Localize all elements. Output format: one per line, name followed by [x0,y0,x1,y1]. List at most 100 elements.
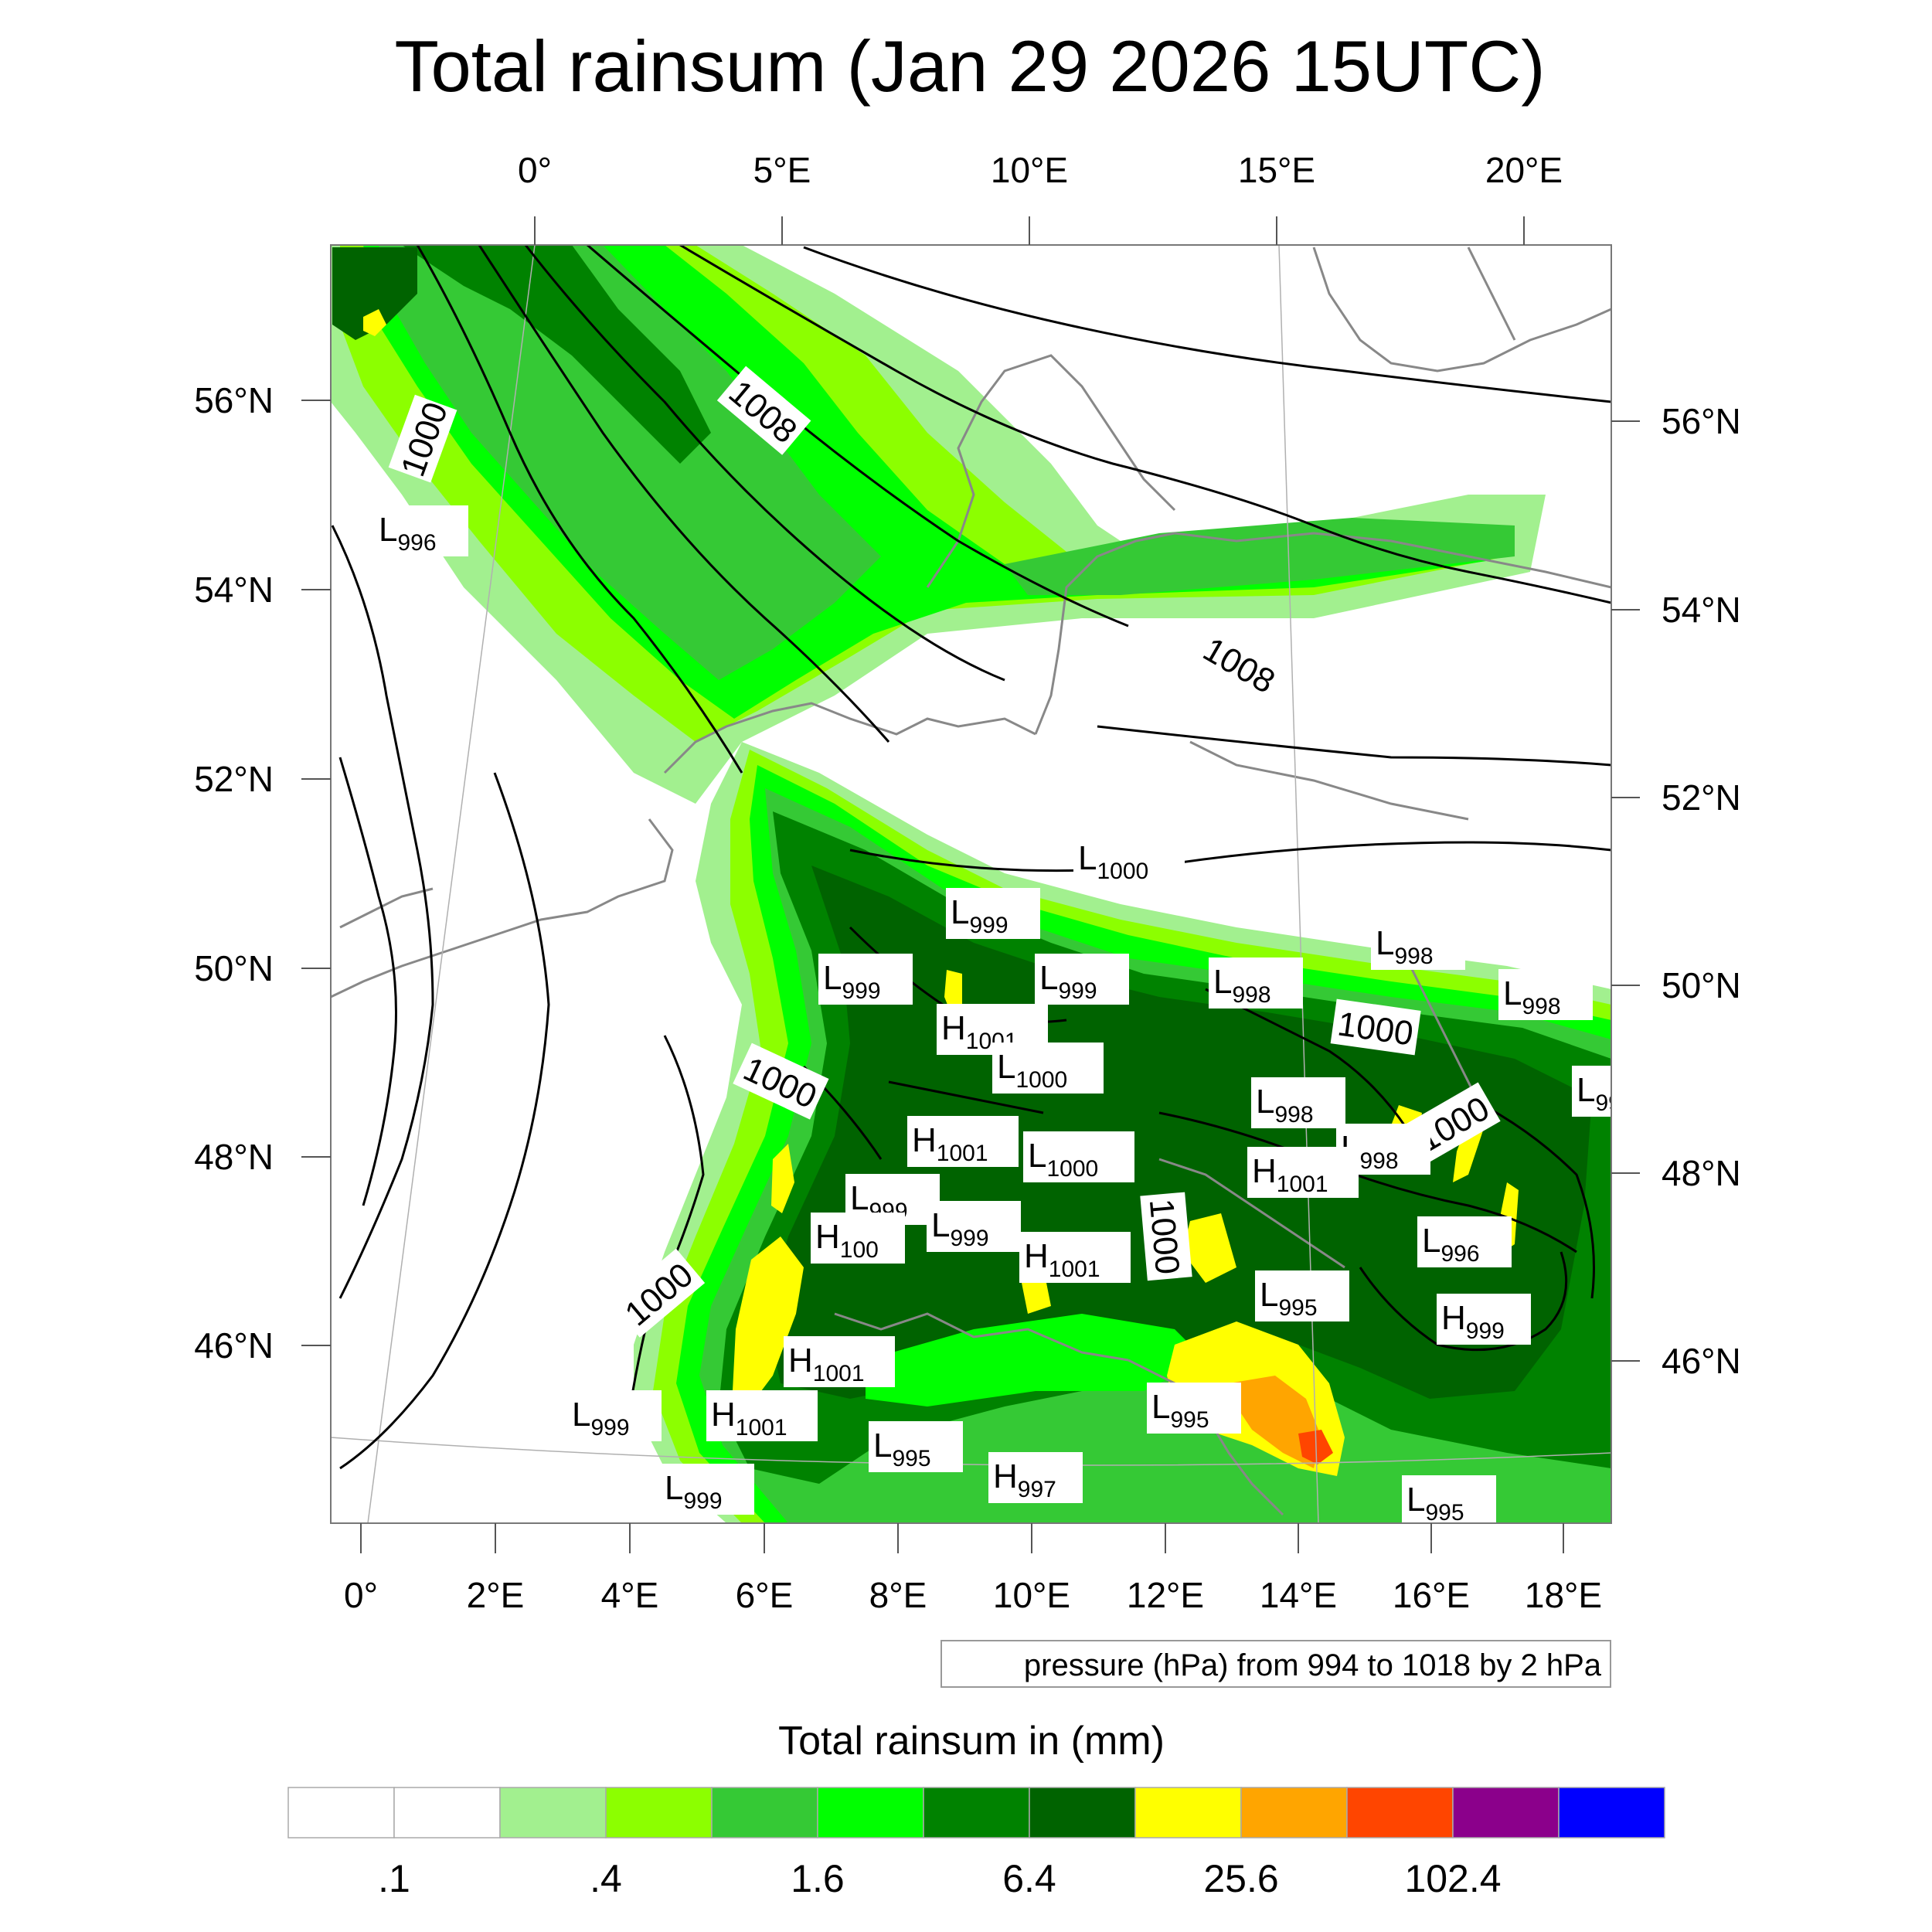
lon-label: 0° [344,1575,378,1615]
pressure-center-label: L999 [567,1390,662,1441]
rain-core-west-alps [733,1236,804,1406]
colorbar [287,1787,1665,1838]
pressure-center-label: L998 [1251,1077,1345,1128]
rain-band-baltic [1005,518,1515,595]
figure-title: Total rainsum (Jan 29 2026 15UTC) [394,26,1545,107]
rain-core-eastern-alps [1182,1213,1236,1283]
svg-text:L998: L998 [1256,1083,1314,1128]
colorbar-tick-label: 1.6 [791,1857,845,1900]
pressure-center-label: L1000 [1023,1131,1134,1182]
colorbar-tick-label: 25.6 [1203,1857,1278,1900]
rain-core-carpathian [1453,1121,1484,1182]
colorbar-bin [711,1787,818,1838]
lon-label: 8°E [869,1575,927,1615]
left-latitude-labels: 56°N 54°N 52°N 50°N 48°N 46°N [194,380,274,1366]
pressure-center-label: H997 [988,1452,1083,1503]
lon-label: 15°E [1238,150,1315,190]
colorbar-bin [1558,1787,1665,1838]
lat-label: 52°N [194,759,274,799]
lat-label: 46°N [1662,1341,1741,1381]
lat-label: 54°N [1662,590,1741,630]
colorbar-bin [1134,1787,1242,1838]
rain-core-adriatic-orange [1229,1376,1321,1468]
lon-label: 10°E [993,1575,1070,1615]
pressure-center-label: L999 [1035,954,1129,1005]
colorbar-bin [287,1787,395,1838]
pressure-center-label: L998 [1209,957,1303,1009]
colorbar-bin [1452,1787,1560,1838]
colorbar-tick-label: .4 [590,1857,622,1900]
pressure-center-label: L998 [1498,969,1593,1020]
lon-label: 12°E [1127,1575,1204,1615]
pressure-center-label: H1001 [1247,1147,1359,1198]
legend-title: Total rainsum in (mm) [778,1719,1165,1764]
colorbar-bin [499,1787,607,1838]
pressure-center-label: L999 [845,1174,940,1225]
pressure-center-label: L995 [1402,1475,1496,1523]
lat-label: 48°N [194,1137,274,1177]
rain-area-main-darker [765,866,1592,1399]
pressure-center-label: L999 [946,888,1040,939]
lat-label: 54°N [194,570,274,610]
pressure-center-label: H1001 [1019,1232,1131,1283]
lon-label: 10°E [991,150,1068,190]
lat-label: 56°N [194,380,274,420]
pressure-note-text: pressure (hPa) from 994 to 1018 by 2 hPa [1024,1648,1602,1682]
rain-band-north-darker [332,247,417,340]
colorbar-bin [1240,1787,1348,1838]
pressure-center-label: H1001 [706,1390,818,1441]
pressure-center-label: L998 [1371,919,1465,970]
lat-label: 48°N [1662,1153,1741,1193]
colorbar-bin [817,1787,924,1838]
colorbar-tick-label: 6.4 [1002,1857,1056,1900]
colorbar-tick-label: 102.4 [1404,1857,1501,1900]
colorbar-bin [605,1787,713,1838]
svg-text:L999: L999 [951,893,1009,938]
rain-band-north-dark [402,245,711,464]
lat-label: 50°N [1662,965,1741,1005]
colorbar-legend: Total rainsum in (mm) .1 .4 1.6 6.4 25.6 102.… [287,1719,1665,1900]
pressure-center-label: L999 [927,1201,1021,1252]
pressure-center-label: L999 [818,954,913,1005]
pressure-center-label: L1000 [992,1043,1104,1094]
bottom-longitude-labels: 0° 2°E 4°E 6°E 8°E 10°E 12°E 14°E 16°E 1… [344,1575,1602,1615]
lon-label: 5°E [753,150,811,190]
lon-label: 4°E [601,1575,659,1615]
pressure-center-label: L99 [1572,1066,1611,1117]
pressure-center-label: L1000 [1073,834,1185,885]
colorbar-bin [1029,1787,1136,1838]
pressure-center-label: L996 [374,505,468,556]
lat-label: 50°N [194,948,274,988]
lon-label: 2°E [467,1575,525,1615]
isobars [331,245,1611,1470]
lon-label: 18°E [1525,1575,1602,1615]
right-latitude-labels: 56°N 54°N 52°N 50°N 48°N 46°N [1662,401,1741,1381]
pressure-center-label: L996 [1417,1216,1512,1267]
isobar-label: 1000 [1142,1197,1186,1276]
pressure-center-label: H100 [811,1213,905,1264]
colorbar-ticks: .1 .4 1.6 6.4 25.6 102.4 [378,1857,1501,1900]
colorbar-tick-label: .1 [378,1857,410,1900]
pressure-center-label: H999 [1437,1294,1531,1345]
lon-label: 20°E [1485,150,1563,190]
lon-label: 0° [518,150,552,190]
colorbar-bin [1346,1787,1454,1838]
lat-label: 46°N [194,1325,274,1366]
pressure-center-label: H1001 [784,1336,895,1387]
colorbar-bin [393,1787,501,1838]
lon-label: 16°E [1393,1575,1470,1615]
pressure-note: pressure (hPa) from 994 to 1018 by 2 hPa [940,1640,1611,1688]
colorbar-bin [923,1787,1030,1838]
frame-ticks [301,216,1640,1553]
map-panel: 1000 1008 1008 1000 1000 [194,150,1741,1615]
pressure-center-label: L999 [660,1464,754,1515]
pressure-center-label: L995 [1255,1270,1349,1321]
top-longitude-labels: 0° 5°E 10°E 15°E 20°E [518,150,1563,190]
rain-core-jura [771,1144,794,1213]
rain-core-black-forest [944,970,962,1012]
svg-text:L999: L999 [931,1206,989,1251]
rain-band-north-mid [379,245,881,680]
map-frame [330,244,1612,1524]
